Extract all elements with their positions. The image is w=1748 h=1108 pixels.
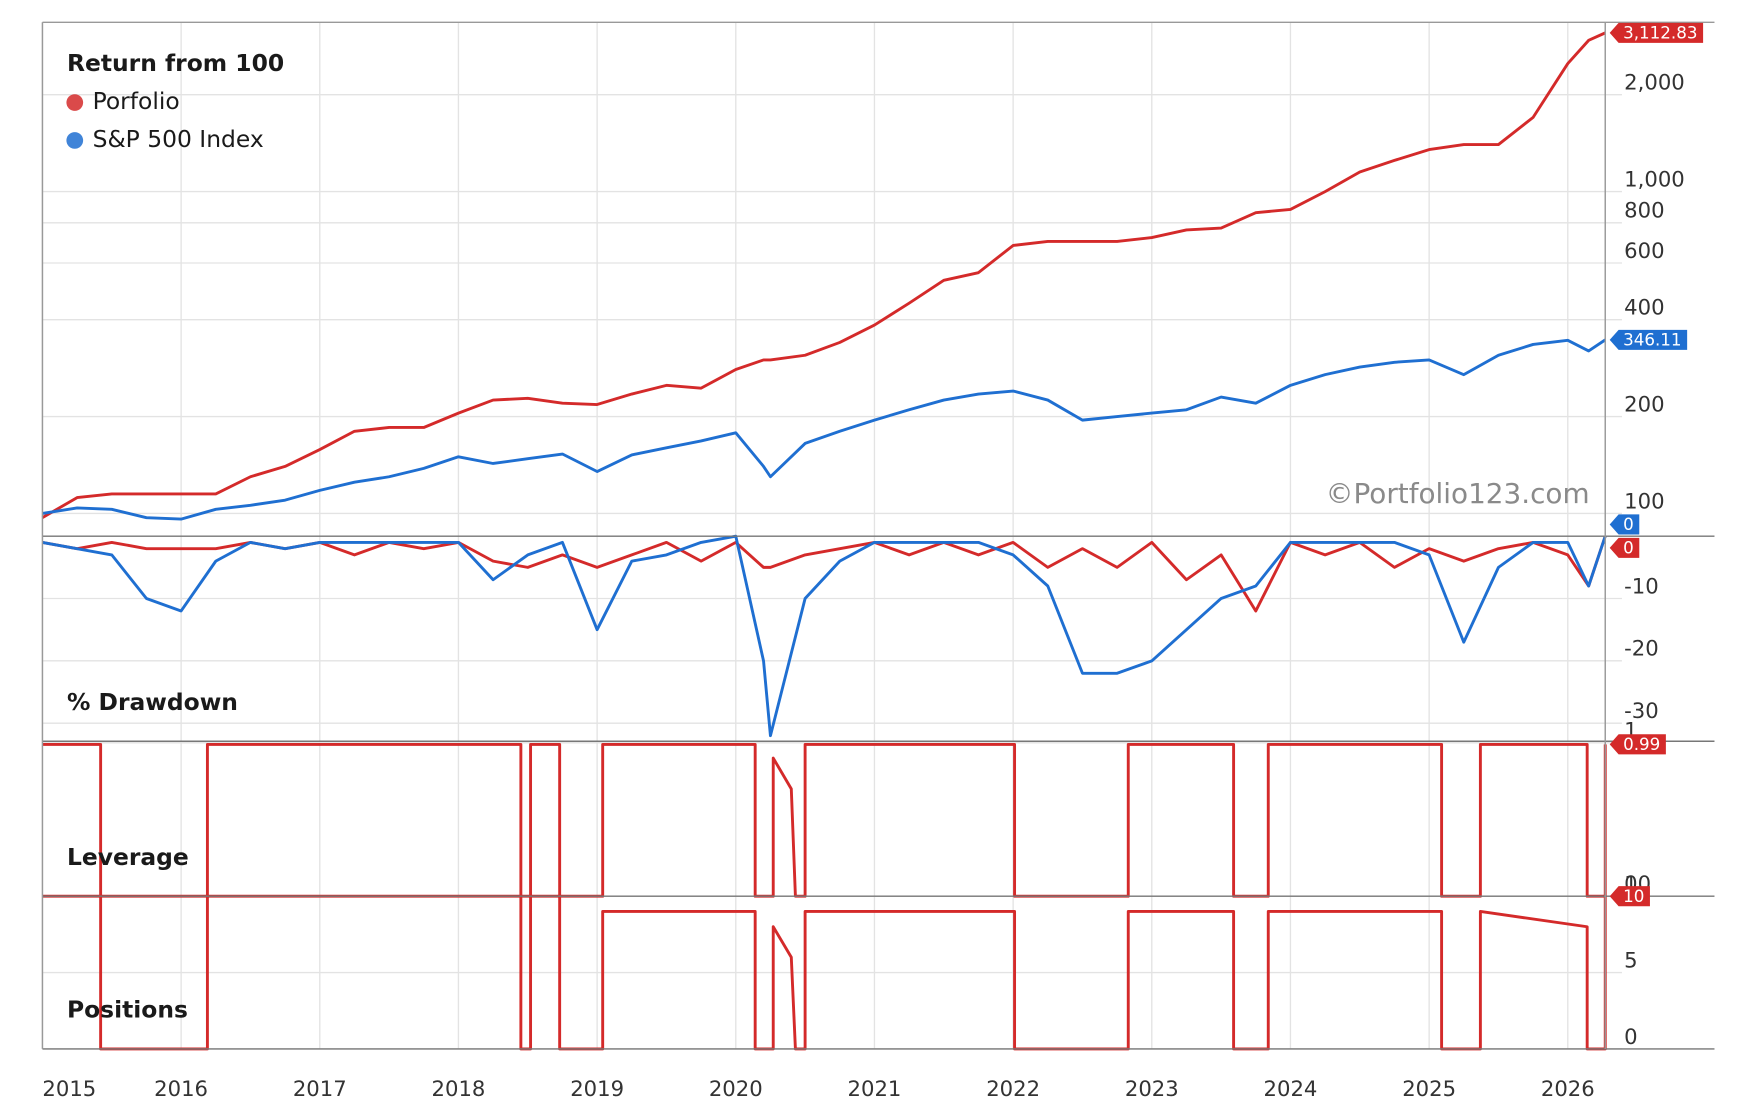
y-tick-label: 800	[1624, 198, 1664, 223]
y-tick-label: -20	[1624, 636, 1659, 661]
legend-marker	[66, 132, 84, 149]
x-tick-label: 2016	[154, 1076, 208, 1101]
series-line	[42, 534, 1607, 738]
legend-label: Porfolio	[93, 87, 180, 115]
panel-title: Leverage	[67, 843, 189, 871]
y-tick-label: 100	[1624, 488, 1664, 513]
value-badge-label: 0.99	[1623, 734, 1660, 754]
value-badge-label: 346.11	[1623, 330, 1682, 350]
value-badge	[1609, 22, 1704, 43]
x-tick-label: 2023	[1125, 1076, 1179, 1101]
panel-title: Positions	[67, 996, 188, 1024]
x-tick-label: 2024	[1264, 1076, 1318, 1101]
x-tick-label: 2026	[1541, 1076, 1595, 1101]
value-badge-label: 0	[1623, 514, 1634, 534]
y-tick-label: 5	[1624, 947, 1637, 972]
series-line	[41, 31, 1606, 519]
value-badge	[1609, 329, 1688, 350]
value-badge	[1609, 734, 1666, 755]
y-tick-label: 1,000	[1624, 166, 1685, 191]
value-badge-label: 10	[1623, 886, 1644, 906]
y-tick-label: -30	[1624, 698, 1659, 723]
panel-title: Return from 100	[67, 49, 284, 77]
value-badge	[1609, 886, 1650, 907]
x-tick-label: 2021	[848, 1076, 902, 1101]
panel-title: % Drawdown	[67, 688, 238, 716]
frame	[41, 21, 1715, 1050]
value-badge-label: 0	[1623, 537, 1634, 557]
value-badge	[1609, 514, 1640, 535]
x-tick-label: 2022	[986, 1076, 1040, 1101]
x-tick-label: 2019	[570, 1076, 624, 1101]
legend-marker	[66, 94, 84, 111]
legend-label: S&P 500 Index	[93, 125, 264, 153]
value-badge-label: 3,112.83	[1623, 22, 1697, 42]
x-tick-label: 2015	[42, 1076, 96, 1101]
y-tick-label: 2,000	[1624, 70, 1685, 95]
y-tick-label: 200	[1624, 391, 1664, 416]
x-tick-label: 2020	[709, 1076, 763, 1101]
x-tick-label: 2025	[1402, 1076, 1456, 1101]
y-tick-label: 600	[1624, 238, 1664, 263]
x-tick-label: 2018	[432, 1076, 486, 1101]
y-tick-label: -10	[1624, 573, 1659, 598]
y-tick-label: 400	[1624, 295, 1664, 320]
x-tick-label: 2017	[293, 1076, 347, 1101]
value-badge	[1609, 537, 1640, 558]
watermark: ©Portfolio123.com	[1326, 477, 1590, 510]
y-tick-label: 0	[1624, 1024, 1637, 1049]
series-line	[42, 338, 1607, 521]
